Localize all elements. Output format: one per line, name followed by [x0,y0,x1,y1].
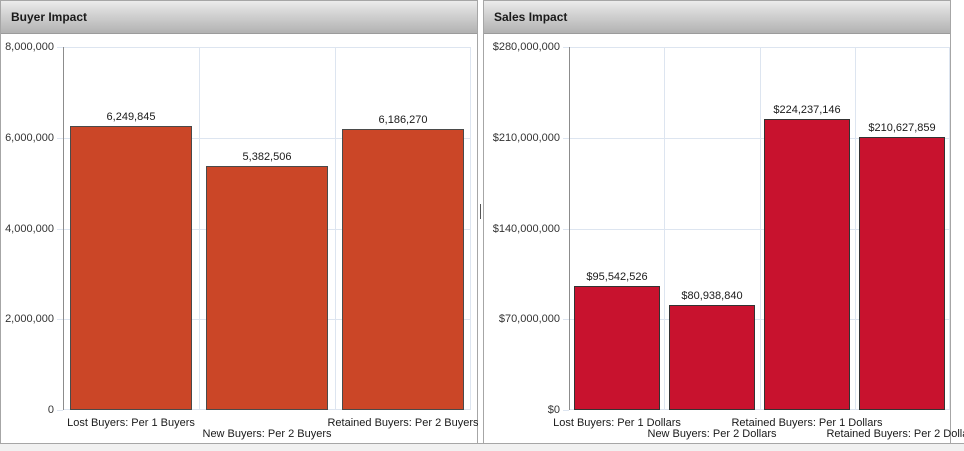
y-tickmark [563,410,569,411]
bar[interactable] [70,126,192,410]
bar-value-label: $95,542,526 [586,271,648,283]
h-gridline [63,138,471,139]
bar[interactable] [859,137,945,410]
x-axis-label: Retained Buyers: Per 2 Dollars [826,428,964,440]
h-gridline [569,319,950,320]
y-tickmark [563,138,569,139]
y-tick-label: $280,000,000 [492,41,560,53]
bar-value-label: 6,186,270 [378,114,428,126]
splitter-grip-icon [480,204,481,219]
v-gridline [855,47,856,410]
bar[interactable] [669,305,755,410]
sales-impact-panel-header: Sales Impact [484,1,950,34]
bar[interactable] [764,119,850,410]
buyer-impact-panel: Buyer Impact 8,000,000 6,000,000 4,000,000… [0,0,479,443]
v-gridline [199,47,200,410]
bar[interactable] [574,286,660,410]
x-axis-label: New Buyers: Per 2 Buyers [202,428,332,440]
bar[interactable] [342,129,464,410]
bar-value-label: $224,237,146 [773,104,841,116]
y-tickmark [57,138,63,139]
h-gridline [569,229,950,230]
panel-title: Buyer Impact [11,10,88,24]
y-tick-label: $0 [547,404,560,416]
y-axis-line [63,47,64,410]
x-axis-label: Retained Buyers: Per 1 Dollars [731,417,883,429]
bar-value-label: 6,249,845 [106,111,156,123]
x-axis-label: Retained Buyers: Per 2 Buyers [327,417,479,429]
y-tickmark [57,229,63,230]
v-gridline [335,47,336,410]
bottom-border [0,443,964,444]
y-tickmark [563,229,569,230]
v-gridline [760,47,761,410]
y-tickmark [57,319,63,320]
sales-impact-panel: Sales Impact $280,000,000 $210,000,000 $14… [483,0,964,443]
y-axis-line [569,47,570,410]
buyer-impact-chart: 8,000,000 6,000,000 4,000,000 2,000,000 0 6,2… [1,1,479,443]
x-axis-label: New Buyers: Per 2 Dollars [647,428,777,440]
panel-splitter[interactable] [478,0,483,443]
y-tickmark [57,47,63,48]
bar[interactable] [206,166,328,410]
bar-value-label: 5,382,506 [242,151,292,163]
y-tickmark [563,319,569,320]
h-gridline [569,138,950,139]
bar-value-label: $80,938,840 [681,290,743,302]
y-tick-label: 4,000,000 [5,223,54,235]
bottom-strip [0,444,964,451]
y-tick-label: 0 [47,404,54,416]
sales-impact-chart: $280,000,000 $210,000,000 $140,000,000 $70,… [484,1,964,443]
v-gridline [664,47,665,410]
y-tick-label: 6,000,000 [5,132,54,144]
bar-value-label: $210,627,859 [868,122,936,134]
y-tickmark [57,410,63,411]
buyer-impact-panel-header: Buyer Impact [1,1,477,34]
x-axis-label: Lost Buyers: Per 1 Dollars [553,417,681,429]
y-tick-label: $70,000,000 [498,313,560,325]
panel-title: Sales Impact [494,10,568,24]
y-tick-label: $140,000,000 [492,223,560,235]
y-tick-label: $210,000,000 [492,132,560,144]
y-tickmark [563,47,569,48]
y-tick-label: 8,000,000 [5,41,54,53]
y-tick-label: 2,000,000 [5,313,54,325]
x-axis-label: Lost Buyers: Per 1 Buyers [67,417,195,429]
